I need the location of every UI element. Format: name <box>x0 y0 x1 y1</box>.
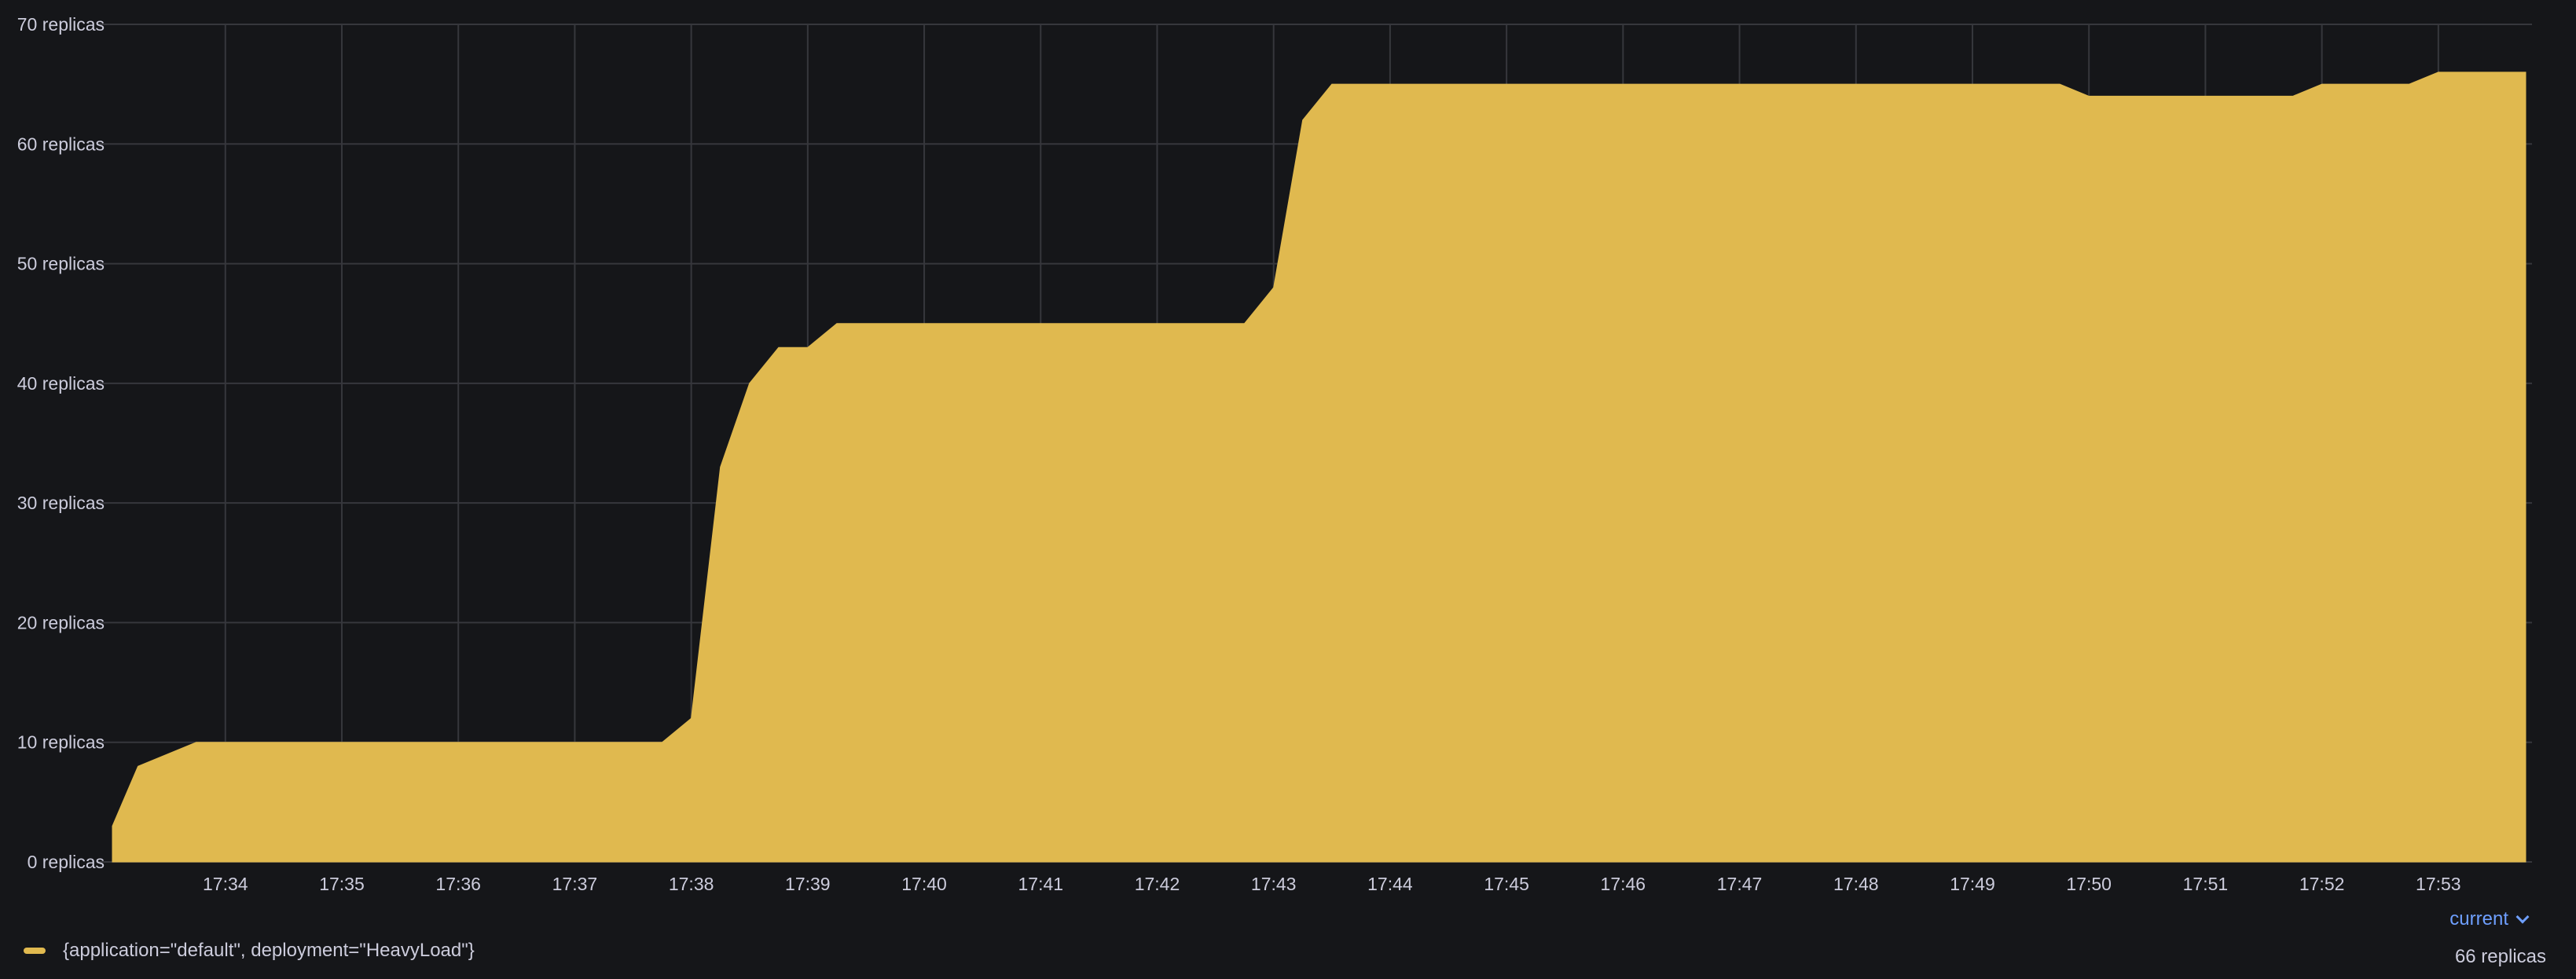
x-axis-labels: 17:34 17:35 17:36 17:37 17:38 17:39 17:40 17:41… <box>203 874 2461 894</box>
x-tick-label: 17:47 <box>1717 874 1763 894</box>
x-tick-label: 17:42 <box>1135 874 1180 894</box>
x-tick-label: 17:37 <box>552 874 598 894</box>
y-tick-label: 0 replicas <box>28 852 105 872</box>
y-tick-label: 10 replicas <box>17 732 105 753</box>
x-tick-label: 17:44 <box>1367 874 1413 894</box>
legend-color-swatch <box>24 948 46 954</box>
x-tick-label: 17:38 <box>669 874 714 894</box>
y-tick-label: 60 replicas <box>17 134 105 154</box>
x-tick-label: 17:39 <box>785 874 831 894</box>
y-tick-label: 30 replicas <box>17 493 105 513</box>
y-tick-label: 50 replicas <box>17 254 105 274</box>
legend-series-label[interactable]: {application="default", deployment="Heav… <box>63 940 475 961</box>
y-tick-label: 40 replicas <box>17 373 105 394</box>
legend-item[interactable]: {application="default", deployment="Heav… <box>24 940 475 962</box>
x-tick-label: 17:34 <box>203 874 248 894</box>
series-area-layer <box>112 72 2526 863</box>
x-tick-label: 17:36 <box>435 874 481 894</box>
x-tick-label: 17:46 <box>1601 874 1646 894</box>
x-tick-label: 17:41 <box>1018 874 1063 894</box>
legend-header-label[interactable]: current <box>2449 908 2508 930</box>
x-tick-label: 17:53 <box>2416 874 2461 894</box>
x-tick-label: 17:50 <box>2066 874 2112 894</box>
x-tick-label: 17:48 <box>1833 874 1879 894</box>
x-tick-label: 17:40 <box>901 874 947 894</box>
legend-sort-current[interactable]: current <box>2449 908 2530 930</box>
y-tick-label: 70 replicas <box>17 14 105 35</box>
x-tick-label: 17:49 <box>1950 874 1995 894</box>
x-tick-label: 17:45 <box>1484 874 1529 894</box>
x-tick-label: 17:52 <box>2299 874 2345 894</box>
legend-current-value: 66 replicas <box>2454 946 2546 967</box>
chevron-down-icon[interactable] <box>2515 910 2530 924</box>
y-axis-labels: 0 replicas 10 replicas 20 replicas 30 repli… <box>17 14 105 872</box>
series-area-heavyload[interactable] <box>112 72 2526 863</box>
x-tick-label: 17:35 <box>319 874 365 894</box>
y-tick-label: 20 replicas <box>17 612 105 632</box>
x-tick-label: 17:43 <box>1251 874 1297 894</box>
x-tick-label: 17:51 <box>2183 874 2229 894</box>
